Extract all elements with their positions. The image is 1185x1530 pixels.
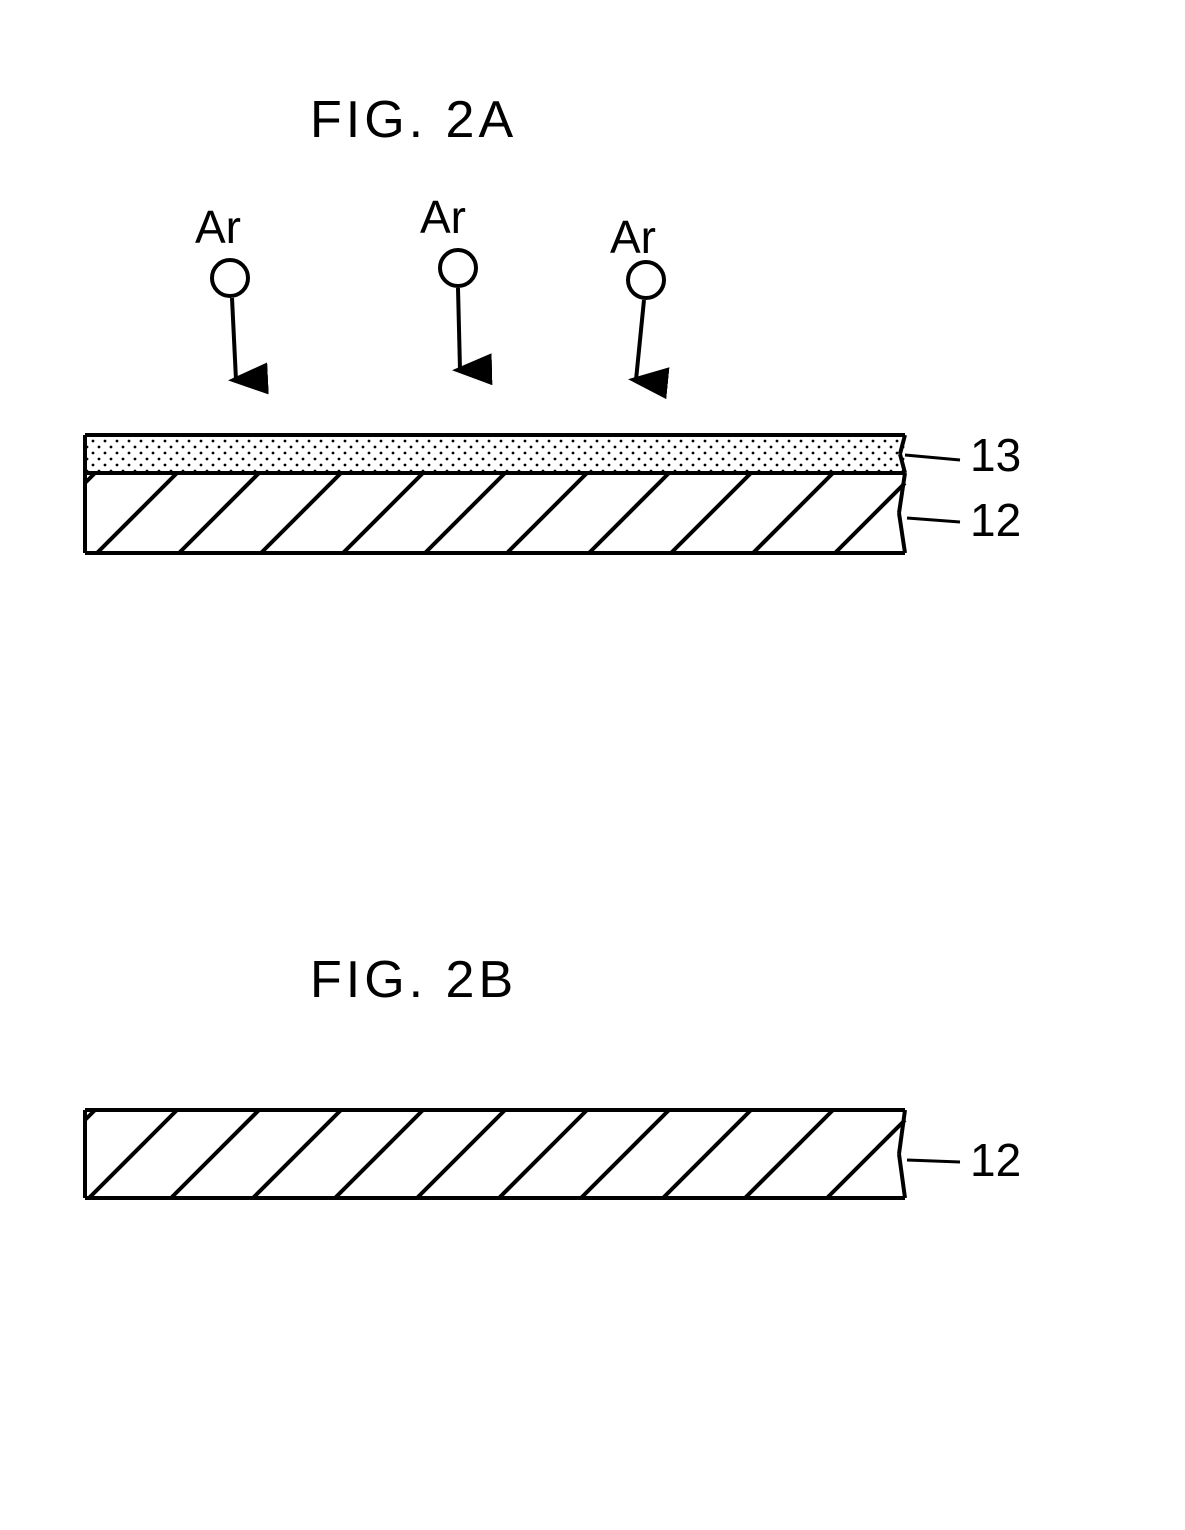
diagram-svg [0, 0, 1185, 1530]
